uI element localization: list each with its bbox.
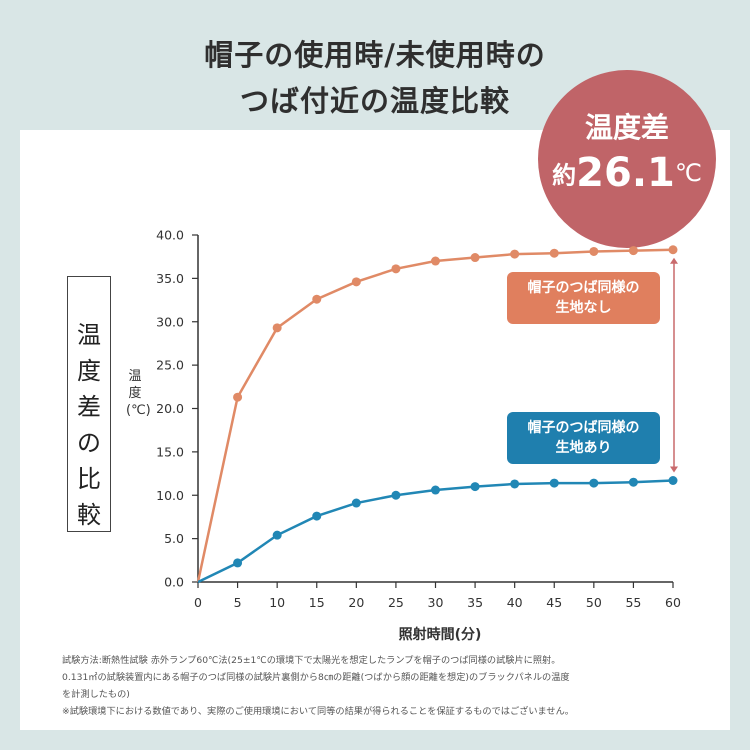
data-point-with (233, 558, 243, 568)
badge-prefix: 約 (552, 161, 577, 190)
footnote-line-2: 0.131㎡の試験装置内にある帽子のつば同様の試験片裏側から8㎝の距離(つばから… (62, 672, 570, 683)
callout-without-fabric-text: 帽子のつば同様の 生地なし (527, 280, 640, 316)
side-label-box: 温度差の比較 (67, 276, 111, 532)
chart-title: 帽子の使用時/未使用時の つば付近の温度比較 (0, 32, 750, 124)
footnote-line-1: 試験方法:断熱性試験 赤外ランプ60℃法(25±1℃の環境下で太陽光を想定したラ… (62, 655, 561, 666)
series-line-with (197, 479, 674, 584)
callout-with-fabric: 帽子のつば同様の 生地あり (507, 412, 660, 464)
data-point-without (549, 248, 559, 258)
badge-value: 26.1 (576, 150, 675, 196)
x-tick-label: 40 (507, 595, 523, 610)
callout-without-fabric: 帽子のつば同様の 生地なし (507, 272, 660, 324)
data-point-with (549, 478, 559, 488)
x-tick-label: 35 (467, 595, 483, 610)
data-point-with (431, 485, 440, 495)
y-tick-label: 10.0 (156, 488, 184, 503)
data-point-with (668, 476, 678, 486)
y-tick-label: 25.0 (156, 358, 184, 373)
x-tick-label: 15 (309, 595, 325, 610)
y-tick-label: 0.0 (164, 575, 184, 590)
data-point-with (628, 477, 638, 487)
badge-label: 温度差 (584, 111, 669, 144)
data-point-without (272, 323, 282, 333)
x-tick-label: 60 (665, 595, 681, 610)
y-tick-label: 40.0 (156, 228, 184, 243)
difference-arrow-head-bottom (670, 466, 678, 473)
data-point-with (312, 511, 322, 521)
title-line-1: 帽子の使用時/未使用時の (204, 38, 546, 72)
callout-with-fabric-text: 帽子のつば同様の 生地あり (527, 420, 640, 456)
y-tick-label: 20.0 (156, 401, 184, 416)
data-point-without (351, 277, 361, 287)
data-point-with (510, 479, 520, 489)
data-point-without (233, 392, 243, 402)
data-point-with (589, 478, 599, 488)
y-tick-label: 30.0 (156, 314, 184, 329)
data-point-with (272, 530, 282, 540)
badge-value-line: 約26.1℃ (538, 150, 716, 196)
x-tick-label: 30 (428, 595, 444, 610)
data-point-without (431, 256, 440, 266)
data-point-without (589, 246, 599, 256)
x-tick-label: 20 (348, 595, 364, 610)
x-tick-label: 50 (586, 595, 602, 610)
difference-arrow-head-top (670, 257, 678, 264)
x-axis-label: 照射時間(分) (398, 627, 482, 643)
footnote-line-3: を計測したもの) (62, 689, 130, 700)
x-tick-label: 10 (269, 595, 285, 610)
y-tick-label: 15.0 (156, 444, 184, 459)
x-tick-label: 55 (625, 595, 641, 610)
side-label: 温度差の比較 (77, 321, 101, 529)
data-point-with (470, 482, 480, 492)
data-point-without (668, 245, 678, 255)
data-point-without (312, 294, 322, 304)
x-tick-label: 45 (546, 595, 562, 610)
x-tick-label: 5 (234, 595, 242, 610)
data-point-with (351, 498, 361, 508)
data-point-without (628, 246, 638, 256)
data-point-without (391, 264, 401, 274)
title-line-2: つば付近の温度比較 (239, 84, 510, 118)
temperature-difference-badge: 温度差 約26.1℃ (538, 70, 716, 248)
x-tick-label: 25 (388, 595, 404, 610)
badge-unit: ℃ (674, 159, 702, 187)
x-tick-label: 0 (194, 595, 202, 610)
y-tick-label: 35.0 (156, 271, 184, 286)
data-point-without (510, 249, 520, 259)
footnote: 試験方法:断熱性試験 赤外ランプ60℃法(25±1℃の環境下で太陽光を想定したラ… (62, 652, 702, 720)
y-tick-label: 5.0 (164, 531, 184, 546)
footnote-line-4: ※試験環境下における数値であり、実際のご使用環境において同等の結果が得られること… (62, 706, 574, 717)
data-point-without (470, 253, 480, 263)
data-point-with (391, 490, 401, 500)
